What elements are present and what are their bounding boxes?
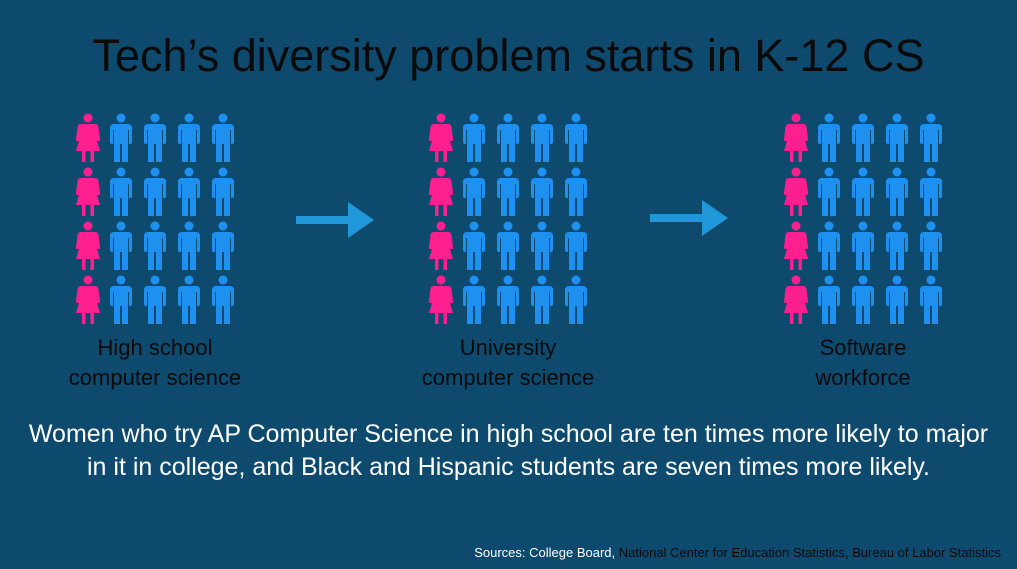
group-caption: University computer science [388,333,628,393]
male-person-icon [852,167,874,216]
sources-lead: Sources: College Board, [474,545,616,560]
male-person-icon [110,113,133,162]
female-person-icon [75,113,100,162]
male-person-icon [919,113,942,162]
male-person-icon [177,167,200,216]
female-person-icon [75,221,100,270]
figure-row [426,221,591,275]
sources-note: Sources: College Board, National Center … [474,545,1001,560]
male-person-icon [852,113,874,162]
figure-row [781,221,946,275]
male-person-icon [177,221,200,270]
female-person-icon [783,221,808,270]
figure-row [781,167,946,221]
male-person-icon [818,167,841,216]
male-person-icon [919,221,942,270]
female-person-icon [428,113,453,162]
figure-row [73,275,238,329]
figure-grid [73,113,238,329]
male-person-icon [564,167,587,216]
male-person-icon [530,113,553,162]
male-person-icon [885,221,908,270]
figure-row [426,167,591,221]
summary-text: Women who try AP Computer Science in hig… [28,420,989,481]
male-person-icon [211,113,234,162]
male-person-icon [110,221,133,270]
male-person-icon [818,275,841,324]
male-person-icon [110,275,133,324]
male-person-icon [885,167,908,216]
male-person-icon [919,167,942,216]
male-person-icon [885,113,908,162]
group-caption: Software workforce [743,333,983,393]
male-person-icon [211,275,234,324]
female-person-icon [428,221,453,270]
male-person-icon [497,275,519,324]
male-person-icon [852,221,874,270]
group-caption: High school computer science [35,333,275,393]
caption-line-2: computer science [68,365,242,390]
female-person-icon [75,167,100,216]
caption-line-1: High school [97,335,213,360]
female-person-icon [783,167,808,216]
figure-row [426,113,591,167]
male-person-icon [497,221,519,270]
female-person-icon [75,275,100,324]
male-person-icon [497,113,519,162]
figure-row [781,113,946,167]
male-person-icon [463,275,486,324]
figure-row [73,113,238,167]
group-university: University computer science [408,113,608,393]
male-person-icon [885,275,908,324]
male-person-icon [177,275,200,324]
male-person-icon [497,167,519,216]
male-person-icon [110,167,133,216]
page-title: Tech’s diversity problem starts in K-12 … [92,30,925,81]
male-person-icon [144,275,166,324]
male-person-icon [463,167,486,216]
figure-row [781,275,946,329]
figure-grid [426,113,591,329]
group-high-school: High school computer science [55,113,255,393]
male-person-icon [852,275,874,324]
male-person-icon [818,221,841,270]
male-person-icon [144,167,166,216]
male-person-icon [919,275,942,324]
male-person-icon [564,113,587,162]
figure-row [426,275,591,329]
male-person-icon [818,113,841,162]
male-person-icon [530,221,553,270]
group-software-workforce: Software workforce [763,113,963,393]
male-person-icon [463,113,486,162]
male-person-icon [564,221,587,270]
arrow-right-icon [650,200,728,236]
caption-line-1: University [459,335,557,360]
female-person-icon [783,113,808,162]
male-person-icon [211,221,234,270]
male-person-icon [144,221,166,270]
male-person-icon [463,221,486,270]
female-person-icon [428,275,453,324]
figure-row [73,221,238,275]
caption-line-1: Software [819,335,907,360]
male-person-icon [177,113,200,162]
male-person-icon [144,113,166,162]
male-person-icon [211,167,234,216]
figure-row [73,167,238,221]
caption-line-2: computer science [421,365,595,390]
arrow-right-icon [296,202,374,238]
sources-rest: National Center for Education Statistics… [615,545,1001,560]
male-person-icon [564,275,587,324]
female-person-icon [783,275,808,324]
male-person-icon [530,275,553,324]
female-person-icon [428,167,453,216]
figure-grid [781,113,946,329]
male-person-icon [530,167,553,216]
caption-line-2: workforce [815,365,911,390]
